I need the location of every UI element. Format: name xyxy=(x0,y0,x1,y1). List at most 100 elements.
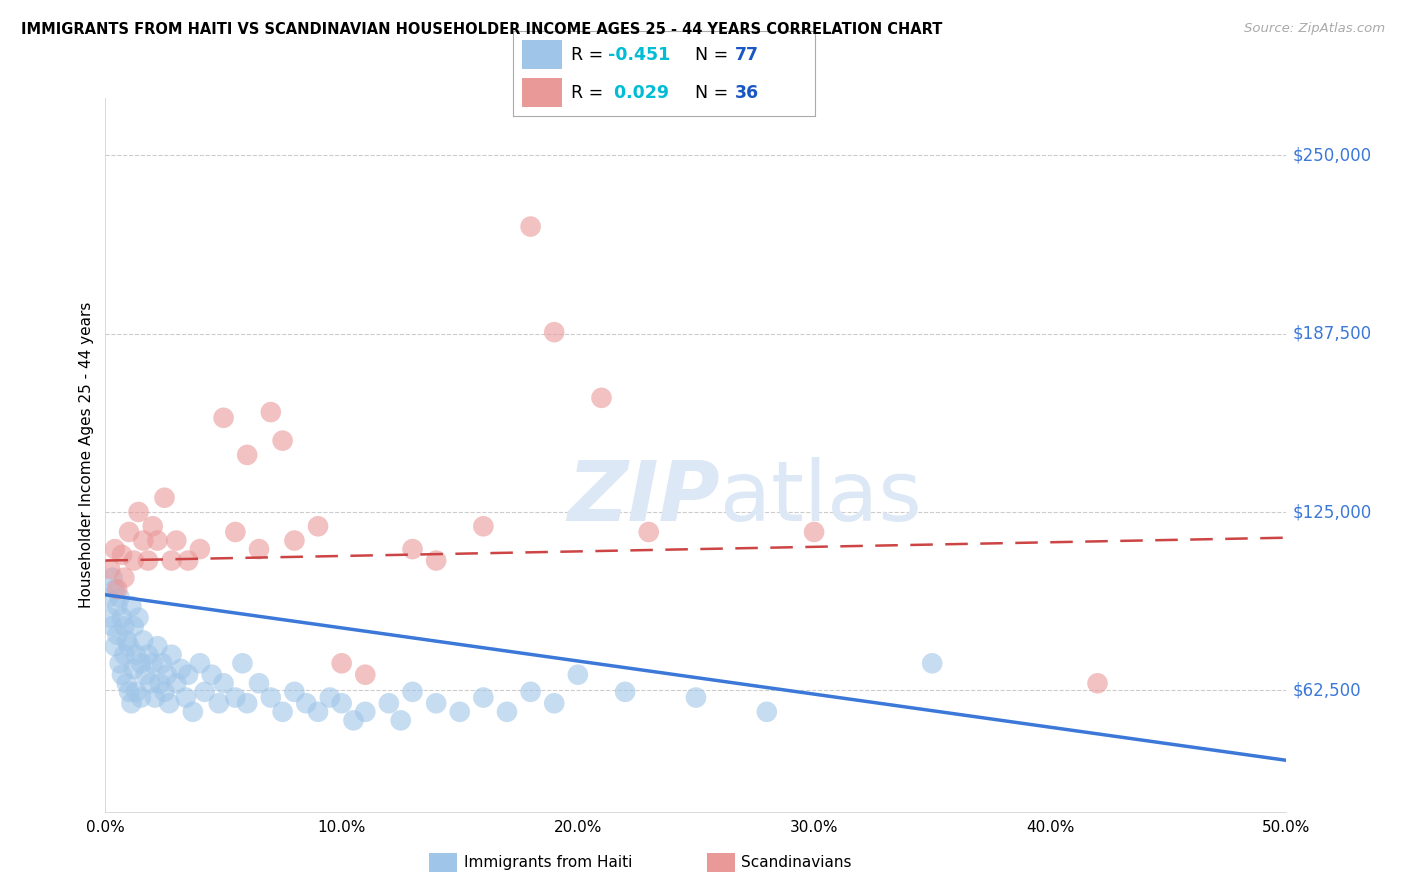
Text: $62,500: $62,500 xyxy=(1292,681,1361,699)
Point xyxy=(118,685,141,699)
Point xyxy=(283,685,305,699)
Point xyxy=(98,610,121,624)
Text: ZIP: ZIP xyxy=(567,458,720,538)
Point xyxy=(755,705,778,719)
Point xyxy=(112,571,135,585)
Text: Scandinavians: Scandinavians xyxy=(741,855,852,870)
Point xyxy=(125,648,148,662)
Point xyxy=(307,705,329,719)
Point xyxy=(150,657,173,671)
Point xyxy=(201,667,224,681)
Point xyxy=(146,639,169,653)
Point xyxy=(139,676,162,690)
Point xyxy=(115,633,138,648)
Point xyxy=(160,648,183,662)
Bar xyxy=(429,853,457,872)
Point xyxy=(143,690,166,705)
Point xyxy=(105,628,128,642)
Point xyxy=(425,553,447,567)
Text: R =: R = xyxy=(571,84,609,102)
Point xyxy=(224,690,246,705)
Point xyxy=(342,714,364,728)
Point xyxy=(111,548,134,562)
Point xyxy=(354,705,377,719)
Y-axis label: Householder Income Ages 25 - 44 years: Householder Income Ages 25 - 44 years xyxy=(79,301,94,608)
Point xyxy=(153,685,176,699)
Bar xyxy=(522,78,561,108)
Point xyxy=(122,662,145,676)
Text: Source: ZipAtlas.com: Source: ZipAtlas.com xyxy=(1244,22,1385,36)
Point xyxy=(194,685,217,699)
Point xyxy=(236,448,259,462)
Text: -0.451: -0.451 xyxy=(609,45,671,63)
Point xyxy=(105,582,128,596)
Point xyxy=(247,542,270,557)
Point xyxy=(104,582,127,596)
Point xyxy=(120,696,142,710)
Point xyxy=(330,657,353,671)
Bar xyxy=(522,40,561,70)
Text: IMMIGRANTS FROM HAITI VS SCANDINAVIAN HOUSEHOLDER INCOME AGES 25 - 44 YEARS CORR: IMMIGRANTS FROM HAITI VS SCANDINAVIAN HO… xyxy=(21,22,942,37)
Point xyxy=(165,676,187,690)
Text: $250,000: $250,000 xyxy=(1292,146,1371,164)
Point xyxy=(165,533,187,548)
Text: R =: R = xyxy=(571,45,609,63)
Text: 36: 36 xyxy=(735,84,759,102)
Point xyxy=(271,705,294,719)
Point xyxy=(181,705,204,719)
Point xyxy=(1087,676,1109,690)
Text: 0.029: 0.029 xyxy=(609,84,669,102)
Point xyxy=(170,662,193,676)
Point xyxy=(247,676,270,690)
Point xyxy=(401,542,423,557)
Text: Immigrants from Haiti: Immigrants from Haiti xyxy=(464,855,633,870)
Point xyxy=(146,533,169,548)
Text: N =: N = xyxy=(695,84,734,102)
Point xyxy=(98,562,121,576)
Point xyxy=(142,657,165,671)
Point xyxy=(330,696,353,710)
Point xyxy=(111,667,134,681)
Point xyxy=(519,219,541,234)
Point xyxy=(637,524,659,539)
Point xyxy=(104,542,127,557)
Point xyxy=(101,619,124,633)
Point xyxy=(496,705,519,719)
Text: 77: 77 xyxy=(735,45,759,63)
Text: $125,000: $125,000 xyxy=(1292,503,1372,521)
Text: N =: N = xyxy=(695,45,734,63)
Point xyxy=(212,410,235,425)
Point xyxy=(157,696,180,710)
Point xyxy=(307,519,329,533)
Point xyxy=(231,657,253,671)
Point xyxy=(149,676,172,690)
Point xyxy=(135,667,157,681)
Point xyxy=(260,405,283,419)
Text: $187,500: $187,500 xyxy=(1292,325,1371,343)
Point xyxy=(132,633,155,648)
Point xyxy=(378,696,401,710)
Point xyxy=(591,391,613,405)
Point xyxy=(472,690,495,705)
Point xyxy=(177,667,200,681)
Point xyxy=(136,553,159,567)
Point xyxy=(354,667,377,681)
Point xyxy=(188,542,211,557)
Point xyxy=(283,533,305,548)
Point xyxy=(128,610,150,624)
Point xyxy=(105,599,128,614)
Point xyxy=(803,524,825,539)
Point xyxy=(108,657,131,671)
Point xyxy=(614,685,637,699)
Point xyxy=(112,619,135,633)
Point xyxy=(125,685,148,699)
Point xyxy=(101,571,124,585)
Point xyxy=(97,591,120,605)
Point xyxy=(543,696,565,710)
Point xyxy=(389,714,412,728)
Point xyxy=(567,667,589,681)
Point xyxy=(472,519,495,533)
Point xyxy=(129,657,152,671)
Point xyxy=(425,696,447,710)
Point xyxy=(156,667,179,681)
